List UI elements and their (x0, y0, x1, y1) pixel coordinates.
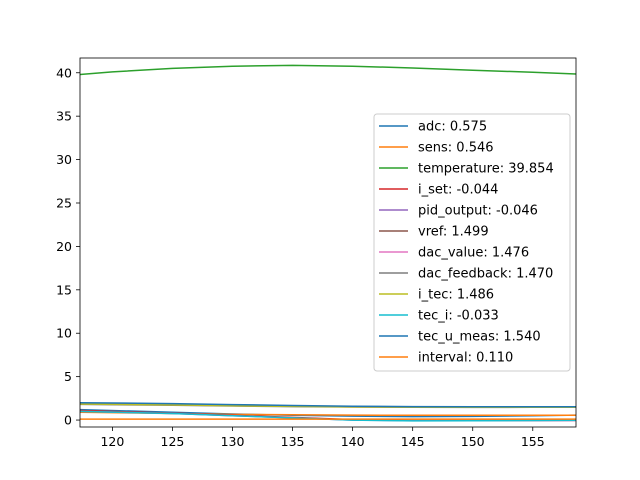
y-tick-label: 40 (56, 65, 72, 80)
legend-label: adc: 0.575 (418, 120, 487, 135)
x-tick-label: 120 (100, 434, 124, 449)
x-tick-label: 130 (221, 434, 245, 449)
legend-label: temperature: 39.854 (418, 162, 554, 177)
x-tick-label: 145 (401, 434, 425, 449)
x-axis: 120 125 130 135 140 145 150 155 (100, 427, 545, 449)
x-tick-label: 125 (161, 434, 185, 449)
x-tick-label: 140 (341, 434, 365, 449)
legend-label: i_tec: 1.486 (418, 288, 494, 303)
series-line (80, 64, 576, 76)
y-tick-label: 30 (56, 152, 72, 167)
y-tick-label: 20 (56, 239, 72, 254)
legend-label: vref: 1.499 (418, 225, 489, 240)
y-tick-label: 0 (64, 413, 72, 428)
y-tick-label: 15 (56, 282, 72, 297)
legend-label: interval: 0.110 (418, 351, 513, 366)
x-tick-label: 135 (281, 434, 305, 449)
legend-box (373, 113, 571, 372)
legend-label: tec_u_meas: 1.540 (418, 330, 541, 345)
x-tick-label: 150 (461, 434, 485, 449)
series-line (80, 410, 576, 422)
legend-label: sens: 0.546 (418, 141, 494, 156)
x-tick-label: 155 (521, 434, 545, 449)
plot-frame (79, 57, 577, 428)
y-tick-label: 5 (64, 369, 72, 384)
legend-label: dac_feedback: 1.470 (418, 267, 553, 282)
y-axis: 0 5 10 15 20 25 30 35 40 (56, 65, 80, 428)
y-tick-label: 10 (56, 326, 72, 341)
legend-label: tec_i: -0.033 (418, 309, 499, 324)
legend: adc: 0.575 sens: 0.546 temperature: 39.854… (373, 113, 571, 372)
series-layer (80, 64, 576, 422)
y-tick-label: 35 (56, 109, 72, 124)
legend-label: dac_value: 1.476 (418, 246, 529, 261)
legend-label: pid_output: -0.046 (418, 204, 538, 219)
series-line (80, 401, 576, 408)
y-tick-label: 25 (56, 195, 72, 210)
legend-label: i_set: -0.044 (418, 183, 498, 198)
